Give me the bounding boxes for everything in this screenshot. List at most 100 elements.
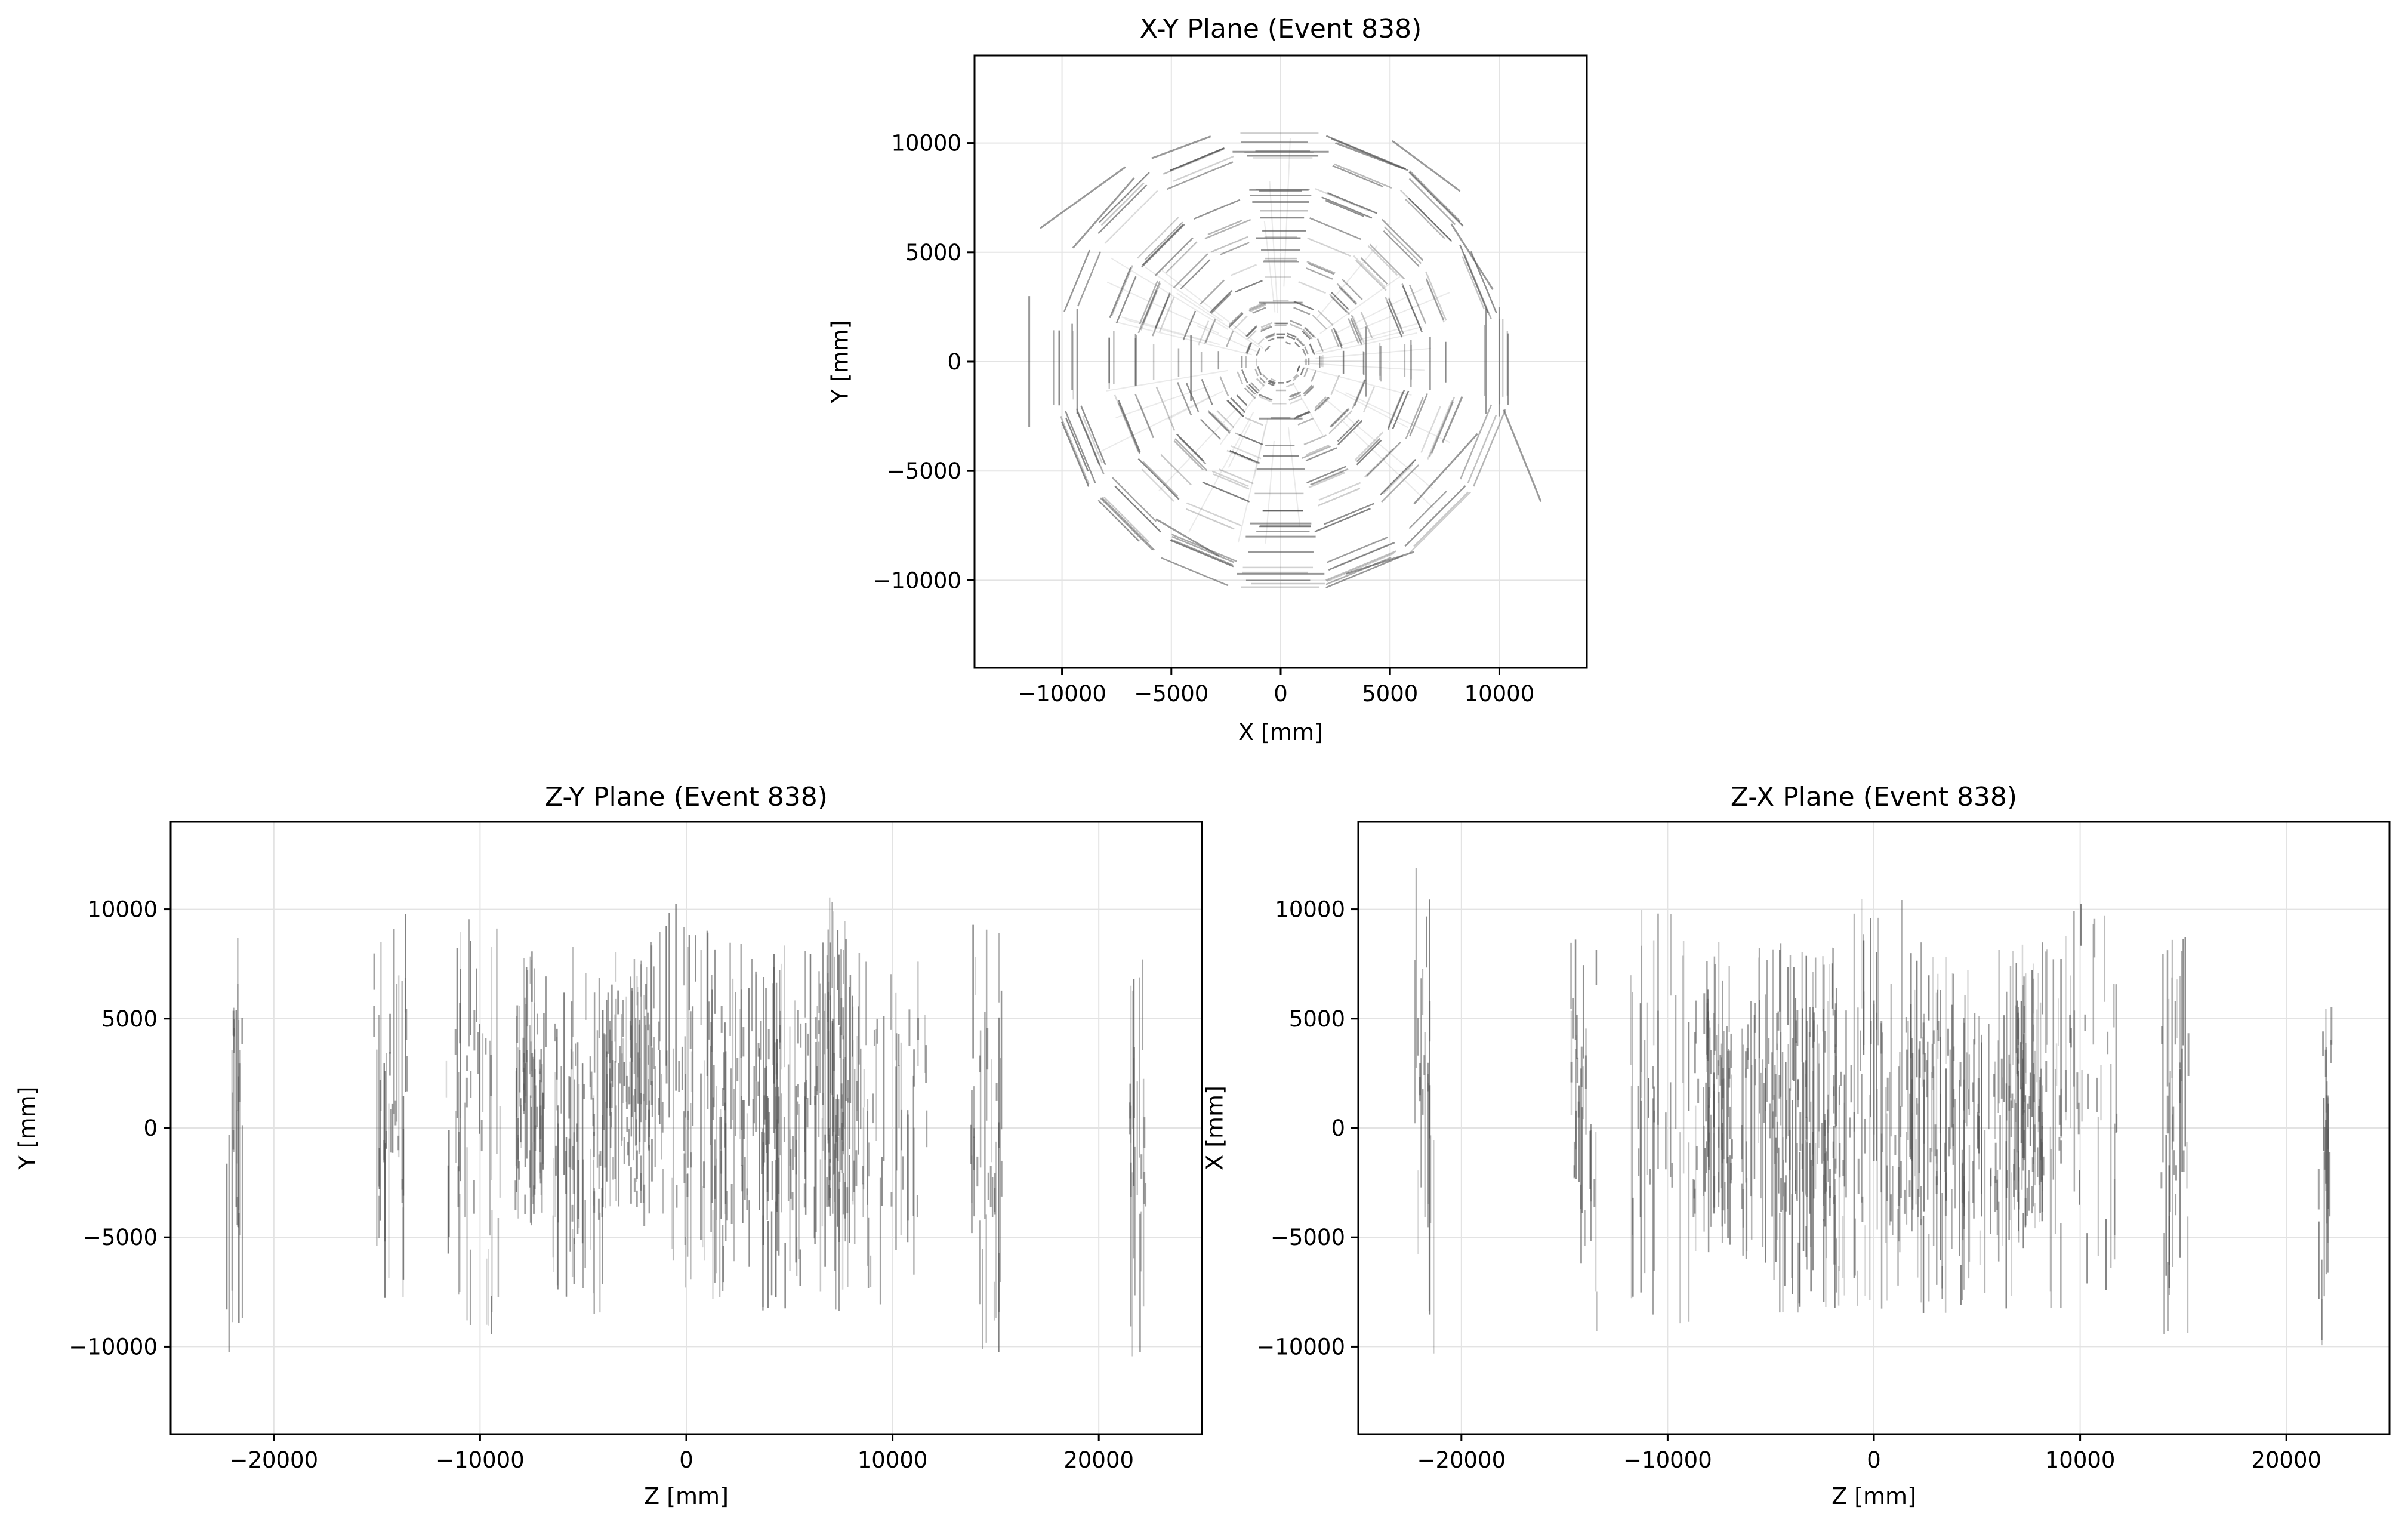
xy-track-segment <box>1228 423 1251 468</box>
xy-hit-segment <box>1293 307 1311 315</box>
xy-hit-segment <box>1351 315 1363 341</box>
xy-hit-segment <box>1317 488 1361 507</box>
xy-hit-segment <box>1339 286 1357 306</box>
xy-hit-segment <box>1300 367 1305 375</box>
zx-x-tick-label: 0 <box>1867 1447 1881 1473</box>
xy-hit-segment <box>1185 508 1235 530</box>
xy-hit-segment <box>1360 257 1388 285</box>
xy-hit-segment <box>1305 326 1316 338</box>
xy-hit-segment <box>1173 155 1234 182</box>
xy-track-segment <box>1315 347 1432 359</box>
xy-hit-segment <box>1155 237 1194 276</box>
xy-hit-segment <box>1462 256 1485 310</box>
xy-hit-segment <box>1244 387 1256 399</box>
xy-hit-segment <box>1364 448 1393 478</box>
xy-hit-segment <box>1383 226 1422 264</box>
xy-hit-segment <box>1367 245 1398 276</box>
xy-hit-segment <box>1097 500 1140 542</box>
xy-hit-segment <box>1060 416 1090 485</box>
xy-hit-segment <box>1226 449 1259 465</box>
xy-hit-segment <box>1290 393 1300 398</box>
xy-hit-segment <box>1202 481 1250 503</box>
xy-hit-segment <box>1294 341 1300 348</box>
xy-hit-segment <box>1265 332 1275 338</box>
xy-hit-segment <box>1142 289 1158 324</box>
xy-hit-segment <box>1315 188 1369 212</box>
zx-y-tick-label: 0 <box>1331 1115 1345 1141</box>
xy-hit-segment <box>1360 312 1373 338</box>
xy-track-segment <box>1176 292 1259 348</box>
xy-hit-segment <box>1297 417 1314 426</box>
xy-hit-segment <box>1467 415 1497 483</box>
xy-hit-segment <box>1391 140 1461 192</box>
xy-hit-segment <box>1325 550 1396 581</box>
xy-plane-panel: X-Y Plane (Event 838) −10000 −5000 0 5000 10… <box>827 14 1588 745</box>
zx-plane-panel: Z-X Plane (Event 838) −20000 −10000 0 10000… <box>1202 782 2391 1509</box>
xy-hit-segment <box>1248 384 1259 394</box>
xy-hit-segment <box>1246 342 1253 354</box>
xy-hit-segment <box>1259 377 1266 383</box>
xy-hit-segment <box>1100 497 1154 551</box>
xy-track-segment <box>1188 411 1254 532</box>
xy-track-segment <box>1287 427 1301 527</box>
xy-hit-segment <box>1308 471 1345 489</box>
xy-hit-segment <box>1312 315 1327 330</box>
zy-y-axis-label: Y [mm] <box>14 1087 41 1170</box>
xy-hit-segment <box>1166 241 1198 273</box>
xy-track-segment <box>1316 245 1378 319</box>
xy-hit-segment <box>1134 394 1154 439</box>
xy-track-segment <box>1339 417 1434 508</box>
xy-track-segment <box>1125 319 1207 343</box>
xy-track-segment <box>1106 281 1219 334</box>
xy-hit-segment <box>1314 396 1330 412</box>
xy-track-segment <box>1093 397 1208 455</box>
zy-x-axis-label: Z [mm] <box>644 1483 729 1509</box>
xy-hit-segment <box>1298 281 1327 294</box>
xy-hit-segment <box>1405 397 1424 439</box>
xy-track-segment <box>1265 440 1275 544</box>
xy-hit-segment <box>1382 218 1424 261</box>
xy-hit-segment <box>1296 365 1300 372</box>
xy-hit-segment <box>1235 432 1263 446</box>
xy-hit-segment <box>1308 263 1334 275</box>
xy-hit-segment <box>1388 298 1404 335</box>
xy-hit-segment <box>1332 165 1384 188</box>
xy-hit-segment <box>1256 378 1265 387</box>
xy-hit-segment <box>1387 391 1404 428</box>
xy-hit-segment <box>1169 539 1234 568</box>
xy-hit-segment <box>1408 490 1447 529</box>
xy-hit-segment <box>1219 376 1229 397</box>
xy-hit-segment <box>1151 135 1211 159</box>
xy-hit-segment <box>1334 330 1343 347</box>
xy-hit-segment <box>1257 338 1265 345</box>
xy-hit-segment <box>1306 466 1347 484</box>
xy-hit-segment <box>1303 368 1309 378</box>
xy-hit-segment <box>1234 315 1248 330</box>
xy-hit-segment <box>1293 374 1300 381</box>
xy-hit-segment <box>1335 142 1406 170</box>
xy-hit-segment <box>1329 408 1349 428</box>
xy-hit-segment <box>1286 380 1292 383</box>
xy-hit-segment <box>1350 318 1363 345</box>
xy-hit-segment <box>1266 334 1275 338</box>
xy-hit-segment <box>1210 236 1248 253</box>
xy-hit-segment <box>1238 434 1263 445</box>
xy-hit-segment <box>1072 177 1135 249</box>
xy-hit-segment <box>1118 400 1141 453</box>
xy-hit-segment <box>1355 259 1387 291</box>
xy-track-segment <box>1237 424 1267 543</box>
xy-hit-segment <box>1333 328 1343 349</box>
xy-hit-segment <box>1173 440 1204 471</box>
xy-x-axis-label: X [mm] <box>1238 719 1323 745</box>
xy-track-segment <box>1111 257 1228 330</box>
xy-hit-segment <box>1211 470 1249 488</box>
xy-hit-segment <box>1386 301 1403 337</box>
zx-x-tick-label: 20000 <box>2251 1447 2321 1473</box>
xy-hit-segment <box>1186 502 1242 526</box>
xy-track-segment <box>1106 369 1229 392</box>
xy-hit-segment <box>1296 338 1305 347</box>
xy-hit-segment <box>1170 538 1233 566</box>
xy-hit-segment <box>1450 223 1494 290</box>
xy-hit-segment <box>1328 542 1395 571</box>
xy-hit-segment <box>1431 401 1454 454</box>
